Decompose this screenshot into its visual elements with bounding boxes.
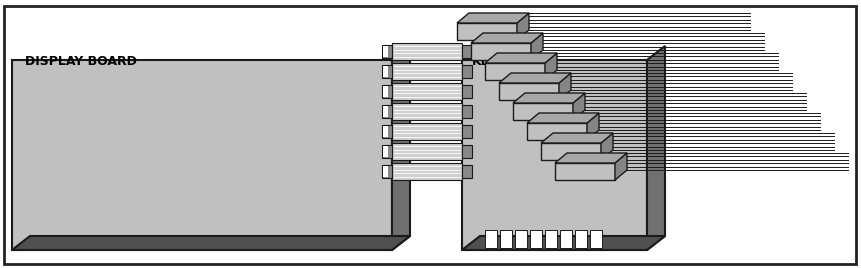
Bar xyxy=(500,230,512,248)
Bar xyxy=(462,125,472,138)
Polygon shape xyxy=(392,46,410,250)
Polygon shape xyxy=(531,33,543,60)
Bar xyxy=(383,66,388,77)
Bar xyxy=(462,105,472,118)
Bar xyxy=(530,230,542,248)
Bar xyxy=(527,123,587,140)
Bar xyxy=(382,145,392,158)
Bar xyxy=(392,143,462,160)
Bar xyxy=(485,63,545,80)
Polygon shape xyxy=(647,46,665,250)
Bar xyxy=(590,230,602,248)
Bar xyxy=(392,103,462,120)
Polygon shape xyxy=(499,73,571,83)
Polygon shape xyxy=(601,133,613,160)
Bar xyxy=(12,60,392,250)
Bar xyxy=(560,230,572,248)
Polygon shape xyxy=(527,113,599,123)
Bar xyxy=(485,230,497,248)
Polygon shape xyxy=(559,73,571,100)
Bar xyxy=(462,60,647,250)
Polygon shape xyxy=(541,133,613,143)
Bar xyxy=(541,143,601,160)
Bar xyxy=(462,45,472,58)
Bar xyxy=(575,230,587,248)
Polygon shape xyxy=(457,13,529,23)
Text: KEYPAD: KEYPAD xyxy=(472,55,527,68)
Bar xyxy=(382,105,392,118)
Polygon shape xyxy=(462,236,665,250)
Bar xyxy=(499,83,559,100)
Polygon shape xyxy=(587,113,599,140)
Polygon shape xyxy=(12,236,410,250)
Polygon shape xyxy=(485,53,557,63)
Polygon shape xyxy=(517,13,529,40)
Bar xyxy=(392,123,462,140)
Polygon shape xyxy=(545,53,557,80)
Bar xyxy=(462,165,472,178)
Bar xyxy=(457,23,517,40)
Bar xyxy=(545,230,557,248)
Bar xyxy=(382,165,392,178)
Bar xyxy=(392,43,462,60)
Bar xyxy=(382,45,392,58)
Bar xyxy=(383,106,388,117)
Bar xyxy=(383,46,388,57)
Bar xyxy=(392,163,462,180)
Bar xyxy=(513,103,573,120)
Bar xyxy=(383,126,388,137)
Polygon shape xyxy=(615,153,627,180)
Bar xyxy=(383,166,388,177)
Bar xyxy=(392,63,462,80)
Bar xyxy=(383,86,388,96)
Bar xyxy=(471,43,531,60)
Polygon shape xyxy=(471,33,543,43)
Text: DISPLAY BOARD: DISPLAY BOARD xyxy=(25,55,137,68)
Bar xyxy=(382,85,392,98)
Bar xyxy=(515,230,527,248)
Bar xyxy=(462,65,472,78)
Bar xyxy=(555,163,615,180)
Bar xyxy=(382,65,392,78)
Bar xyxy=(382,125,392,138)
Polygon shape xyxy=(573,93,585,120)
Bar xyxy=(462,145,472,158)
Bar xyxy=(392,83,462,100)
Polygon shape xyxy=(555,153,627,163)
Polygon shape xyxy=(513,93,585,103)
Bar xyxy=(462,85,472,98)
Bar xyxy=(383,146,388,157)
